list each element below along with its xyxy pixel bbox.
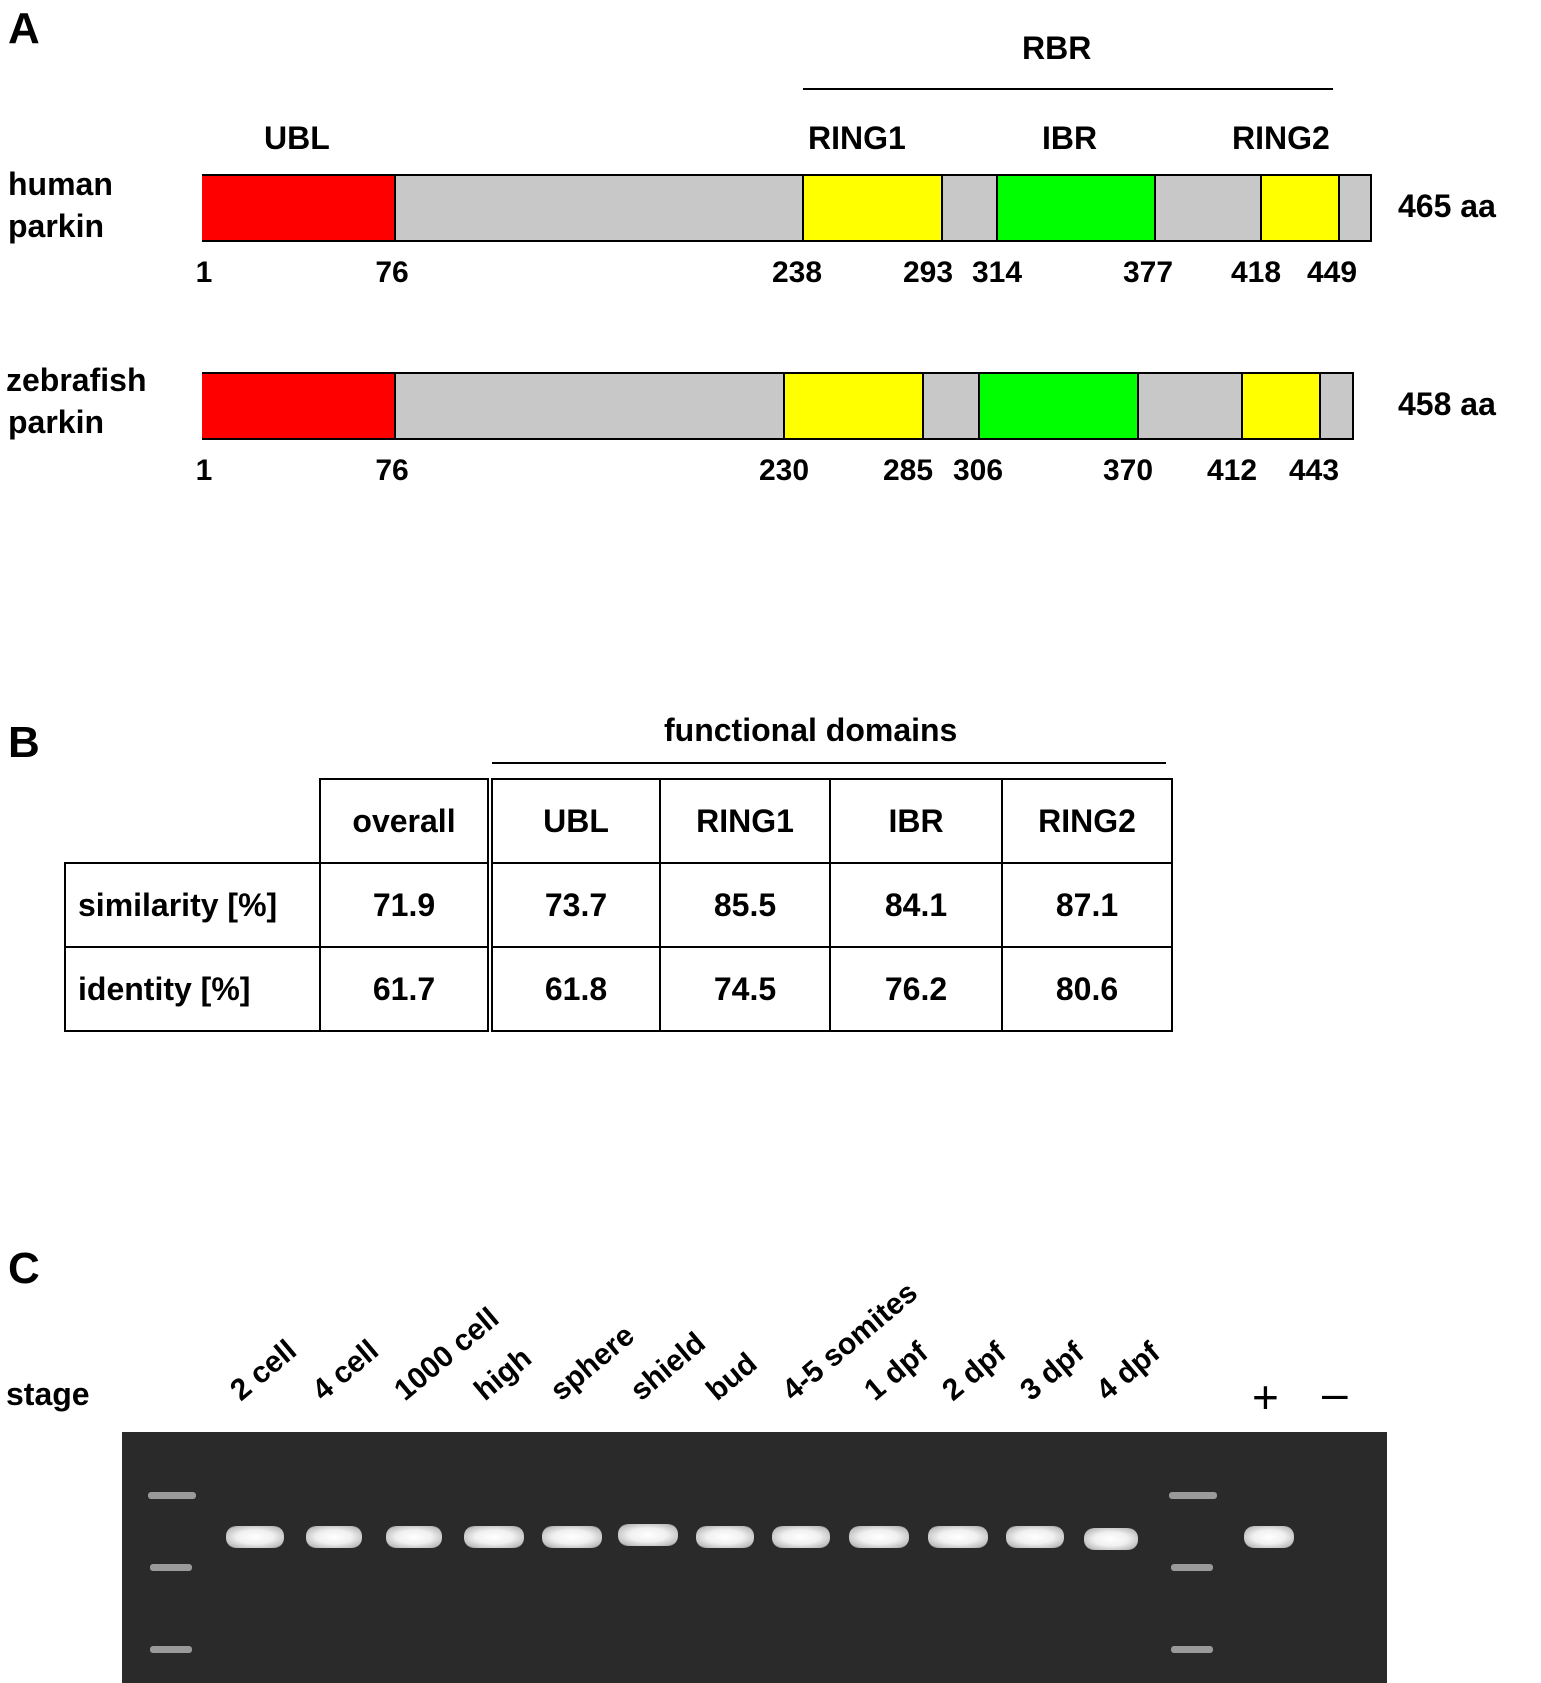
zebrafish-ibr-domain [978, 374, 1139, 438]
zebrafish-pos-370: 370 [1102, 454, 1154, 487]
lane-label-2-dpf: 2 dpf [936, 1335, 1013, 1408]
zebrafish-ring1-domain [783, 374, 924, 438]
human-ring1-domain [802, 176, 943, 240]
lane-label-3-dpf: 3 dpf [1014, 1335, 1091, 1408]
col-overall: overall [319, 778, 493, 864]
gel-band-1-dpf [849, 1526, 909, 1548]
col-ibr: IBR [829, 778, 1003, 864]
agarose-gel-image [122, 1432, 1387, 1683]
lane-label-high: high [468, 1341, 538, 1408]
table-header-row: overall UBL RING1 IBR RING2 [65, 778, 1173, 864]
col-ubl: UBL [489, 778, 661, 864]
human-length-label: 465 aa [1398, 188, 1496, 224]
lane-label-bud: bud [700, 1346, 764, 1408]
ubl-label: UBL [264, 120, 330, 156]
human-pos-418: 418 [1230, 256, 1282, 289]
functional-domains-header: functional domains [664, 712, 958, 748]
gel-band-4-dpf [1084, 1528, 1138, 1550]
zebrafish-pos-1: 1 [195, 454, 213, 487]
human-name-line1: human [8, 166, 113, 202]
zebrafish-pos-443: 443 [1288, 454, 1340, 487]
rbr-line [803, 88, 1333, 90]
ladder-band [1171, 1564, 1213, 1571]
ring1-label: RING1 [808, 120, 906, 156]
cell-identity-ring1: 74.5 [659, 946, 831, 1032]
cell-identity-ubl: 61.8 [489, 946, 661, 1032]
lane-label-4-cell: 4 cell [306, 1333, 385, 1408]
zebrafish-pos-285: 285 [882, 454, 934, 487]
zebrafish-parkin-bar [202, 372, 1354, 440]
human-ubl-domain [202, 176, 396, 240]
cell-similarity-overall: 71.9 [319, 862, 493, 948]
row-label-similarity: similarity [%] [64, 862, 321, 948]
ibr-label: IBR [1042, 120, 1098, 156]
cell-similarity-ring2: 87.1 [1001, 862, 1173, 948]
cell-identity-overall: 61.7 [319, 946, 493, 1032]
col-ring1: RING1 [659, 778, 831, 864]
gel-band-2-cell [226, 1526, 284, 1548]
gel-band-4-5-somites [772, 1526, 830, 1548]
lane-label-4-dpf: 4 dpf [1090, 1335, 1167, 1408]
zebrafish-pos-76: 76 [375, 454, 409, 487]
human-ring2-domain [1260, 176, 1340, 240]
gel-band-bud [696, 1526, 754, 1548]
zebrafish-pos-230: 230 [758, 454, 810, 487]
zebrafish-ubl-domain [202, 374, 396, 438]
table-row: similarity [%] 71.9 73.7 85.5 84.1 87.1 [64, 862, 1173, 948]
human-ibr-domain [996, 176, 1156, 240]
zebrafish-name-line1: zebrafish [6, 362, 147, 398]
table-row: identity [%] 61.7 61.8 74.5 76.2 80.6 [64, 946, 1173, 1032]
ladder-band [148, 1492, 196, 1499]
row-label-identity: identity [%] [64, 946, 321, 1032]
gel-band-4-cell [306, 1526, 362, 1548]
cell-identity-ibr: 76.2 [829, 946, 1003, 1032]
ladder-band [1169, 1492, 1217, 1499]
lane-label-sphere: sphere [544, 1318, 641, 1408]
human-pos-377: 377 [1122, 256, 1174, 289]
cell-similarity-ring1: 85.5 [659, 862, 831, 948]
ladder-band [150, 1646, 192, 1653]
lane-label-shield: shield [624, 1326, 712, 1408]
ring2-label: RING2 [1232, 120, 1330, 156]
panel-a-letter: A [8, 4, 40, 53]
gel-band-high [464, 1526, 524, 1548]
rbr-label: RBR [1022, 30, 1092, 66]
zebrafish-length-label: 458 aa [1398, 386, 1496, 422]
human-pos-76: 76 [375, 256, 409, 289]
panel-c-letter: C [8, 1244, 40, 1293]
functional-domains-line [492, 762, 1166, 764]
stage-label: stage [6, 1376, 90, 1412]
gel-band-2-dpf [928, 1526, 988, 1548]
lane-label-2-cell: 2 cell [224, 1333, 303, 1408]
panel-b-letter: B [8, 718, 40, 767]
positive-control-label: + [1252, 1371, 1279, 1423]
ladder-band [150, 1564, 192, 1571]
human-parkin-bar [202, 174, 1372, 242]
gel-band-shield [618, 1524, 678, 1546]
human-pos-449: 449 [1306, 256, 1358, 289]
cell-identity-ring2: 80.6 [1001, 946, 1173, 1032]
col-ring2: RING2 [1001, 778, 1173, 864]
ladder-band [1171, 1646, 1213, 1653]
gel-band-sphere [542, 1526, 602, 1548]
gel-band-3-dpf [1006, 1526, 1064, 1548]
cell-similarity-ubl: 73.7 [489, 862, 661, 948]
zebrafish-name-line2: parkin [8, 404, 105, 440]
homology-table: overall UBL RING1 IBR RING2 similarity [… [64, 778, 1173, 1032]
human-name-line2: parkin [8, 208, 105, 244]
human-pos-314: 314 [971, 256, 1023, 289]
gel-band-1000-cell [386, 1526, 442, 1548]
negative-control-label: – [1322, 1367, 1348, 1419]
human-pos-293: 293 [902, 256, 954, 289]
zebrafish-pos-412: 412 [1206, 454, 1258, 487]
zebrafish-ring2-domain [1241, 374, 1321, 438]
human-pos-1: 1 [195, 256, 213, 289]
cell-similarity-ibr: 84.1 [829, 862, 1003, 948]
human-pos-238: 238 [771, 256, 823, 289]
gel-band-positive-control [1244, 1526, 1294, 1548]
zebrafish-pos-306: 306 [952, 454, 1004, 487]
